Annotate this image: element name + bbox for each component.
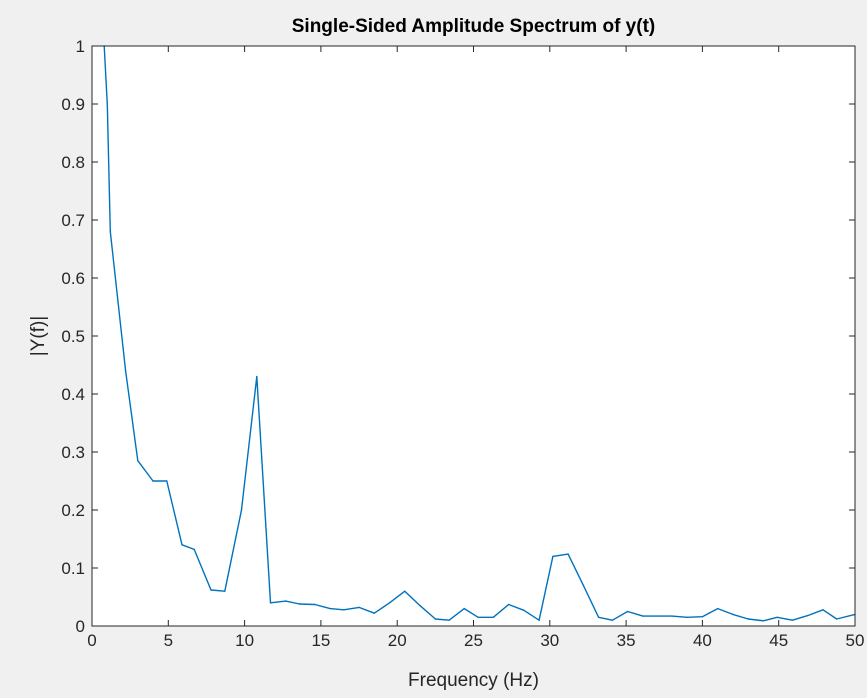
data-point [701, 616, 704, 618]
y-tick-label: 0.6 [61, 269, 85, 288]
data-point [329, 607, 331, 610]
data-point [836, 618, 838, 620]
y-tick-label: 0.8 [61, 153, 85, 172]
data-point [507, 603, 510, 606]
data-point [388, 602, 391, 604]
x-tick-label: 10 [235, 631, 254, 650]
data-point [686, 616, 688, 618]
data-point [358, 606, 360, 609]
data-point [124, 370, 127, 372]
data-point [224, 590, 226, 592]
data-point [106, 103, 109, 105]
data-point [181, 544, 183, 546]
axes-box [91, 45, 856, 627]
data-point [137, 460, 139, 462]
data-point [343, 609, 345, 611]
data-point [256, 375, 258, 378]
data-point [791, 619, 794, 621]
data-point [717, 607, 719, 610]
x-tick-label: 25 [464, 631, 483, 650]
ticks-layer: 0 5 10 15 20 25 30 35 40 45 50 0 0.1 0.2 0.3 0.4 0.5 0.6 0… [61, 37, 864, 650]
x-tick-label: 35 [617, 631, 636, 650]
data-point [626, 610, 629, 613]
data-point [776, 616, 778, 618]
data-point [477, 616, 479, 618]
data-point [523, 609, 525, 611]
data-point [642, 615, 644, 617]
data-point [582, 584, 585, 587]
data-point [193, 548, 195, 551]
data-point [552, 555, 554, 558]
x-tick-label: 45 [769, 631, 788, 650]
data-point [285, 600, 287, 602]
x-tick-label: 5 [164, 631, 173, 650]
x-tick-label: 50 [846, 631, 865, 650]
data-point [657, 615, 659, 617]
data-point [807, 614, 809, 617]
data-layer [103, 45, 856, 622]
data-point [404, 590, 406, 592]
x-tick-label: 15 [311, 631, 330, 650]
data-point [166, 480, 168, 482]
data-point [314, 603, 316, 606]
y-tick-label: 0.5 [61, 327, 85, 346]
x-axis-label: Frequency (Hz) [408, 670, 539, 691]
chart-title: Single-Sided Amplitude Spectrum of y(t) [292, 16, 655, 37]
data-point [240, 509, 243, 511]
data-point [732, 613, 734, 616]
data-point [210, 589, 212, 591]
data-point [448, 619, 450, 621]
x-tick-label: 40 [693, 631, 712, 650]
y-tick-label: 0 [76, 617, 85, 636]
data-point [152, 480, 154, 482]
data-point [822, 609, 824, 611]
data-point [538, 619, 540, 621]
data-point [567, 553, 569, 555]
y-tick-label: 0.1 [61, 559, 85, 578]
y-tick-label: 0.9 [61, 95, 85, 114]
y-tick-label: 0.3 [61, 443, 85, 462]
x-tick-label: 30 [540, 631, 559, 650]
y-tick-label: 0.7 [61, 211, 85, 230]
data-point [611, 619, 614, 621]
plot-area [92, 46, 855, 626]
x-tick-label: 20 [388, 631, 407, 650]
data-point [492, 616, 494, 618]
data-point [671, 615, 673, 617]
y-tick-label: 0.2 [61, 501, 85, 520]
data-point [597, 616, 600, 618]
x-tick-label: 0 [87, 631, 96, 650]
data-point [434, 618, 437, 620]
y-axis-label: |Y(f)| [28, 316, 49, 356]
data-point [419, 605, 421, 607]
data-point [269, 602, 272, 604]
data-point [298, 603, 301, 605]
y-tick-label: 1 [76, 37, 85, 56]
data-point [373, 612, 375, 614]
data-point [747, 618, 749, 620]
data-point [762, 620, 765, 622]
data-point [109, 230, 112, 233]
data-point [463, 607, 465, 610]
y-tick-label: 0.4 [61, 385, 85, 404]
